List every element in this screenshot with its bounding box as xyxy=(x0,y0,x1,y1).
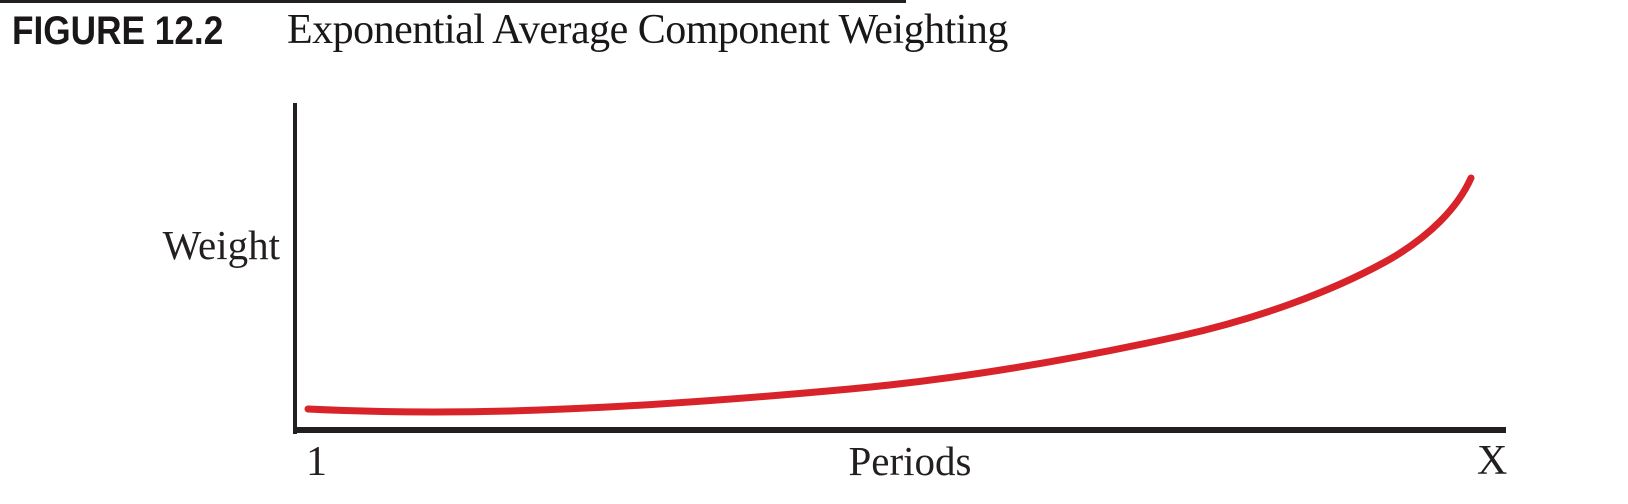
caption-top-rule xyxy=(0,0,906,3)
figure-title: Exponential Average Component Weighting xyxy=(287,7,1008,53)
y-axis-line xyxy=(293,103,297,434)
exponential-weight-curve xyxy=(304,174,1475,416)
x-tick-label-last-period: X xyxy=(1477,438,1508,484)
y-axis-label: Weight xyxy=(162,222,280,268)
x-axis-label: Periods xyxy=(848,438,972,484)
figure-label: FIGURE 12.2 xyxy=(12,9,224,53)
x-tick-label-first-period: 1 xyxy=(306,439,327,485)
x-axis-line xyxy=(293,427,1506,433)
